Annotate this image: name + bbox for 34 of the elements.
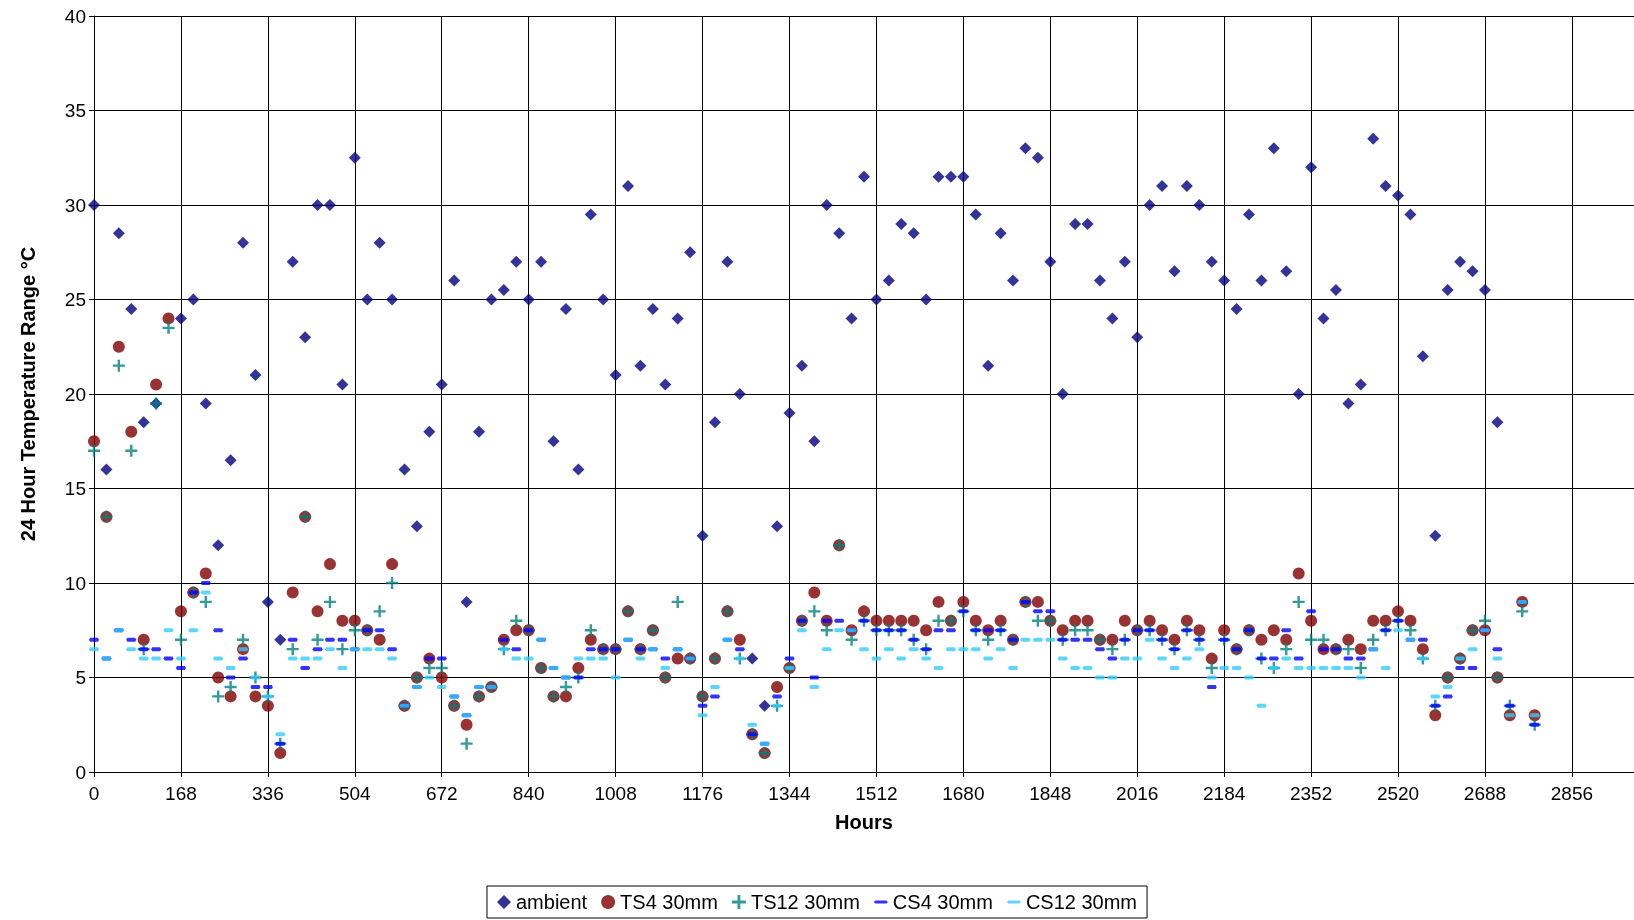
x-tick-label: 1176 xyxy=(682,783,723,804)
legend-label: TS12 30mm xyxy=(750,891,860,913)
x-tick-label: 168 xyxy=(165,783,197,804)
x-tick-label: 2688 xyxy=(1463,783,1507,804)
x-tick-label: 840 xyxy=(512,783,545,804)
y-axis-title: 24 Hour Temperature Range °C xyxy=(17,246,39,542)
x-tick-label: 1344 xyxy=(768,783,812,804)
y-tick-label: 5 xyxy=(75,667,86,688)
y-tick-label: 35 xyxy=(64,100,86,121)
legend-label: ambient xyxy=(515,891,588,913)
x-tick-label: 2016 xyxy=(1116,783,1159,804)
y-tick-label: 40 xyxy=(64,5,86,27)
y-tick-label: 15 xyxy=(64,478,86,499)
x-tick-label: 0 xyxy=(88,783,100,804)
y-tick-label: 25 xyxy=(64,289,86,310)
x-tick-label: 2352 xyxy=(1289,783,1333,804)
x-tick-label: 336 xyxy=(252,783,284,804)
x-tick-label: 1848 xyxy=(1029,783,1072,804)
x-tick-label: 504 xyxy=(338,783,372,804)
x-tick-label: 2184 xyxy=(1203,783,1246,804)
x-tick-label: 1680 xyxy=(942,783,985,804)
x-tick-label: 2520 xyxy=(1376,783,1420,804)
x-tick-label: 1008 xyxy=(594,783,637,804)
x-tick-label: 672 xyxy=(425,783,458,804)
x-axis-title: Hours xyxy=(835,811,893,833)
legend-label: CS12 30mm xyxy=(1025,891,1138,913)
legend-label: TS4 30mm xyxy=(620,891,718,913)
x-tick-label: 1512 xyxy=(855,783,898,804)
legend-label: CS4 30mm xyxy=(892,891,993,913)
y-tick-label: 10 xyxy=(64,572,86,594)
y-tick-label: 20 xyxy=(64,383,86,405)
x-tick-label: 2856 xyxy=(1550,783,1594,804)
y-tick-label: 0 xyxy=(75,761,86,783)
y-tick-label: 30 xyxy=(64,194,86,216)
